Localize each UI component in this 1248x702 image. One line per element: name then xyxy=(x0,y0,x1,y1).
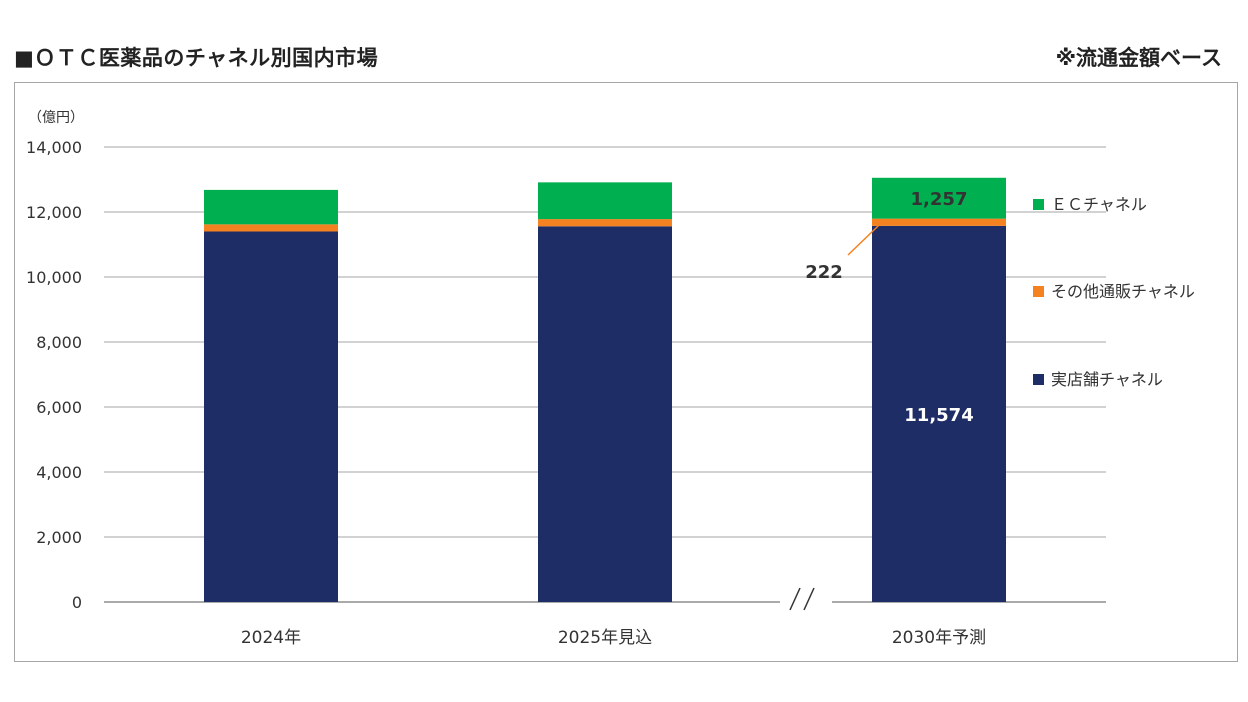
legend-label: その他通販チャネル xyxy=(1051,282,1195,301)
x-axis-labels: 2024年 2025年見込 2030年予測 xyxy=(241,628,986,648)
x-category-label: 2030年予測 xyxy=(892,628,986,648)
y-tick-label: 6,000 xyxy=(36,398,82,417)
y-axis-unit: （億円） xyxy=(28,110,84,126)
y-tick-label: 10,000 xyxy=(26,268,82,287)
break-slash xyxy=(789,587,801,611)
bar-segment-ec xyxy=(204,189,338,225)
leader-line-other xyxy=(847,221,883,256)
legend-label: ＥＣチャネル xyxy=(1051,195,1147,214)
bar-segment-store xyxy=(872,225,1006,602)
legend-swatch xyxy=(1033,374,1044,385)
x-category-label: 2024年 xyxy=(241,628,301,648)
y-tick-label: 4,000 xyxy=(36,463,82,482)
bars xyxy=(204,177,1006,603)
legend-swatch xyxy=(1033,286,1044,297)
y-tick-label: 8,000 xyxy=(36,333,82,352)
data-labels: 11,574 1,257 222 xyxy=(805,189,974,426)
bar-segment-ec xyxy=(872,177,1006,219)
chart-title: ■ＯＴＣ医薬品のチャネル別国内市場 xyxy=(14,46,379,70)
data-label-ec-2030: 1,257 xyxy=(911,189,968,210)
legend-label: 実店舗チャネル xyxy=(1051,370,1163,389)
bar-segment-store xyxy=(538,226,672,603)
chart-frame xyxy=(14,82,1238,662)
bar-segment-other-mail-order xyxy=(204,224,338,232)
value-basis-note: ※流通金額ベース xyxy=(1055,46,1222,70)
y-tick-label: 2,000 xyxy=(36,528,82,547)
bar-segment-other-mail-order xyxy=(538,219,672,227)
x-category-label: 2025年見込 xyxy=(558,628,652,648)
bar-segment-store xyxy=(204,231,338,602)
break-slash xyxy=(803,587,815,611)
legend-swatch xyxy=(1033,199,1044,210)
y-tick-label: 12,000 xyxy=(26,203,82,222)
y-tick-label: 14,000 xyxy=(26,138,82,157)
y-axis-ticks: 0 2,000 4,000 6,000 8,000 10,000 12,000 14,000 xyxy=(26,138,82,612)
bar-segment-other-mail-order xyxy=(872,218,1006,226)
axis-break-mark xyxy=(789,587,815,611)
y-tick-label: 0 xyxy=(72,593,82,612)
data-label-store-2030: 11,574 xyxy=(904,405,973,426)
data-label-other-2030: 222 xyxy=(805,262,843,283)
bar-segment-ec xyxy=(538,182,672,220)
